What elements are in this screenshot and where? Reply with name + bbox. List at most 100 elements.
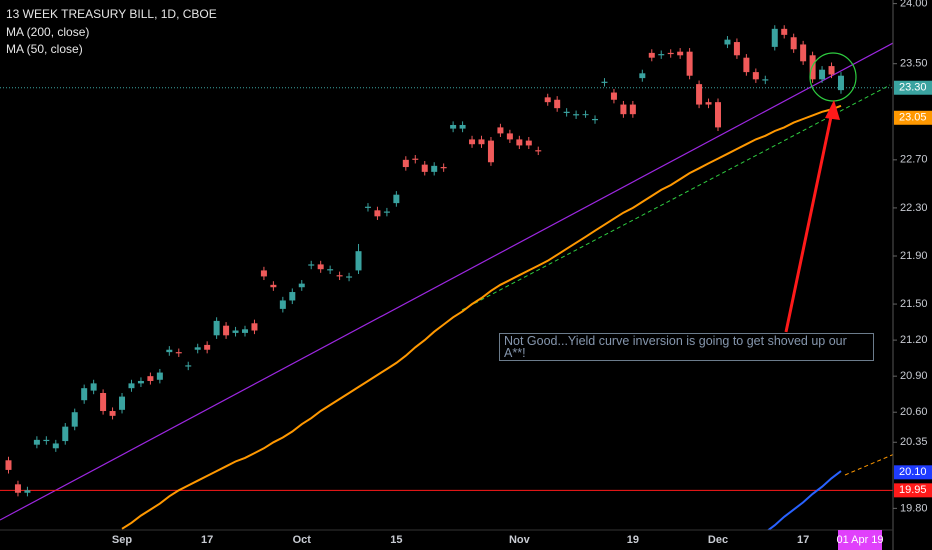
candle-body — [733, 42, 740, 56]
candle-body — [658, 54, 665, 56]
price-badge-label: 19.95 — [899, 484, 927, 496]
candle-body — [819, 69, 826, 80]
candle-body — [52, 443, 59, 449]
candle-body — [705, 102, 712, 105]
candle-body — [762, 79, 769, 81]
trend-line — [461, 84, 891, 311]
candle-body — [573, 114, 580, 116]
arrow — [784, 111, 834, 333]
highlight-circle — [809, 52, 857, 102]
candle-body — [629, 104, 636, 115]
candle-body — [610, 92, 617, 100]
candle-body — [298, 283, 305, 288]
x-tick-label: 17 — [201, 534, 213, 546]
candle-body — [487, 140, 494, 163]
candle-body — [497, 127, 504, 134]
date-badge — [838, 530, 882, 550]
y-tick-label: 21.50 — [900, 298, 928, 310]
candle-body — [516, 139, 523, 146]
price-badge-label: 23.05 — [899, 112, 927, 124]
price-badge-label: 20.10 — [899, 466, 927, 478]
trend-line — [0, 42, 893, 521]
drawings — [0, 42, 893, 521]
candle-body — [696, 84, 703, 105]
candle-body — [317, 264, 324, 270]
candle-body — [592, 118, 599, 121]
candle-body — [752, 72, 759, 80]
candle-body — [402, 159, 409, 168]
candle-body — [43, 439, 50, 442]
candle-body — [213, 320, 220, 336]
candle-body — [90, 383, 97, 391]
candle-body — [648, 52, 655, 58]
y-tick-label: 23.50 — [900, 58, 928, 70]
candle-body — [5, 460, 12, 470]
candle-body — [601, 81, 608, 83]
price-badge — [894, 483, 932, 498]
candle-body — [582, 114, 589, 116]
candle-body — [781, 28, 788, 35]
candle-body — [743, 57, 750, 73]
candle-body — [242, 329, 248, 333]
legend-entry: MA (50, close) — [6, 42, 83, 56]
candle-body — [62, 426, 69, 442]
candle-body — [374, 210, 381, 217]
annotation: Not Good...Yield curve inversion is goin… — [499, 333, 874, 361]
arrow-head — [825, 100, 840, 120]
candle-body — [175, 352, 182, 354]
y-tick-label: 19.80 — [900, 502, 928, 514]
price-badge — [894, 465, 932, 480]
candle-body — [81, 388, 88, 401]
candle-body — [809, 55, 816, 80]
candle-body — [308, 264, 315, 266]
candle-body — [677, 51, 684, 56]
x-tick-label: Sep — [112, 534, 132, 546]
candle-body — [100, 392, 107, 412]
x-tick-label: Oct — [293, 534, 312, 546]
legend-entry: MA (200, close) — [6, 25, 89, 39]
date-badge-label: 01 Apr 19 — [836, 534, 883, 546]
candle-body — [478, 139, 485, 145]
y-tick-label: 22.70 — [900, 154, 928, 166]
price-badge-label: 23.30 — [899, 82, 927, 94]
candle-body — [440, 167, 447, 169]
candle-body — [383, 211, 390, 213]
candle-body — [715, 102, 721, 128]
candle-body — [156, 372, 163, 380]
price-badge — [894, 110, 932, 125]
price-badge — [894, 80, 932, 95]
markup — [784, 52, 857, 333]
candle-body — [554, 99, 561, 109]
candle-body — [204, 344, 211, 350]
candle-body — [790, 37, 797, 50]
y-tick-label: 20.60 — [900, 406, 928, 418]
candle-body — [185, 365, 192, 367]
x-tick-label: 15 — [390, 534, 402, 546]
candle-body — [128, 383, 135, 389]
y-tick-label: 21.90 — [900, 250, 928, 262]
candle-body — [525, 140, 532, 146]
candle-body — [459, 124, 466, 129]
candle-body — [232, 330, 239, 333]
candle-body — [279, 300, 286, 309]
candle-body — [194, 347, 201, 350]
candle-body — [828, 66, 835, 75]
candle-body — [771, 28, 778, 47]
y-tick-label: 20.90 — [900, 370, 928, 382]
candle-body — [14, 484, 21, 493]
candle-body — [563, 111, 570, 113]
candle-body — [24, 490, 31, 493]
candle-body — [724, 39, 731, 45]
y-tick-label: 22.30 — [900, 202, 928, 214]
candle-body — [260, 270, 267, 277]
candle-body — [336, 275, 343, 277]
candle-body — [346, 276, 353, 278]
candle-body — [421, 164, 428, 172]
candle-body — [223, 325, 230, 336]
chart-title: 13 WEEK TREASURY BILL, 1D, CBOE — [6, 7, 217, 21]
candle-body — [686, 51, 693, 76]
axes: 24.00 23.50 22.70 22.30 21.90 21.50 21.20 20.90… — [112, 0, 932, 550]
candle-body — [33, 439, 40, 445]
